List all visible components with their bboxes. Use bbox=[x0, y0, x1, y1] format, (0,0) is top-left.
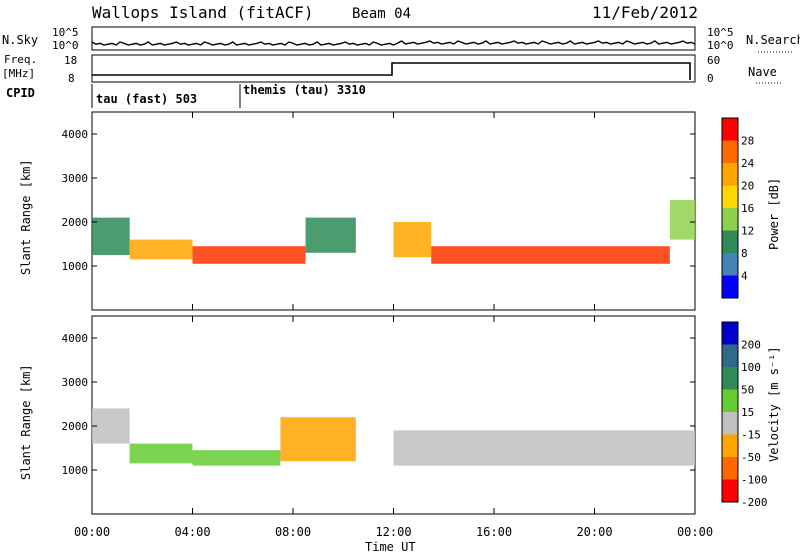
x-tick-label: 08:00 bbox=[275, 525, 311, 539]
colorbar-tick-label: 8 bbox=[741, 247, 748, 260]
velocity-colorbar: 200 100 50 15 -15 -50 -100 -200 bbox=[721, 321, 768, 509]
colorbar-tick-label: 200 bbox=[741, 339, 761, 352]
nave-tick-low: 0 bbox=[707, 72, 714, 85]
nsky-label: N.Sky bbox=[2, 33, 38, 47]
x-tick-label: 16:00 bbox=[476, 525, 512, 539]
echo-band-0 bbox=[92, 408, 130, 444]
echo-band-5 bbox=[431, 246, 670, 264]
colorbar-tick-label: 28 bbox=[741, 135, 754, 148]
colorbar-swatch bbox=[722, 163, 738, 186]
echo-band-0 bbox=[92, 217, 130, 255]
colorbar-swatch bbox=[722, 253, 738, 276]
y-tick-label: 2000 bbox=[62, 216, 89, 229]
beam-title: Beam 04 bbox=[352, 6, 411, 22]
echo-band-6 bbox=[669, 200, 695, 240]
echo-band-1 bbox=[129, 239, 193, 260]
colorbar-swatch bbox=[722, 434, 738, 458]
x-tick-label: 00:00 bbox=[677, 525, 713, 539]
colorbar-tick-label: 12 bbox=[741, 225, 754, 238]
colorbar-tick-label: 20 bbox=[741, 180, 754, 193]
cpid-label-fast: tau (fast) 503 bbox=[96, 92, 197, 106]
colorbar-tick-label: 24 bbox=[741, 157, 755, 170]
colorbar-swatch bbox=[722, 275, 738, 299]
colorbar-swatch bbox=[722, 208, 738, 231]
cpid-label: CPID bbox=[6, 86, 35, 100]
date-title: 11/Feb/2012 bbox=[592, 3, 698, 22]
freq-strip bbox=[91, 54, 696, 83]
nave-tick-high: 60 bbox=[707, 54, 720, 67]
nsky-strip bbox=[91, 26, 696, 51]
colorbar-swatch bbox=[722, 367, 738, 390]
x-tick-label: 20:00 bbox=[576, 525, 612, 539]
time-x-axis: 00:00 04:00 08:00 12:00 16:00 20:00 00:00 bbox=[74, 112, 713, 539]
y-tick-label: 4000 bbox=[62, 332, 89, 345]
site-title: Wallops Island (fitACF) bbox=[92, 3, 314, 22]
colorbar-tick-label: 4 bbox=[741, 270, 748, 283]
cpid-label-themis: themis (tau) 3310 bbox=[243, 83, 366, 97]
x-tick-label: 04:00 bbox=[174, 525, 210, 539]
colorbar-swatch bbox=[722, 479, 738, 503]
x-axis-label: Time UT bbox=[365, 540, 416, 554]
colorbar-swatch bbox=[722, 140, 738, 164]
velocity-panel-frame bbox=[91, 315, 696, 515]
power-colorbar: 28 24 20 16 12 8 4 bbox=[721, 117, 755, 299]
y-tick-label: 3000 bbox=[62, 172, 89, 185]
echo-band-4 bbox=[393, 222, 432, 258]
velocity-data-layer bbox=[92, 408, 695, 466]
freq-tick-high: 18 bbox=[64, 54, 77, 67]
freq-trace bbox=[92, 62, 691, 80]
colorbar-tick-label: 15 bbox=[741, 406, 754, 419]
echo-band-4 bbox=[393, 430, 695, 466]
colorbar-tick-label: 100 bbox=[741, 361, 761, 374]
nsky-tick-low: 10^0 bbox=[52, 39, 79, 52]
freq-tick-low: 8 bbox=[68, 72, 75, 85]
nsky-trace bbox=[91, 40, 696, 46]
x-tick-label: 12:00 bbox=[375, 525, 411, 539]
nsky-tick-high: 10^5 bbox=[52, 26, 79, 39]
y-tick-label: 1000 bbox=[62, 260, 89, 273]
colorbar-tick-label: 16 bbox=[741, 202, 754, 215]
echo-band-2 bbox=[192, 246, 306, 264]
echo-band-3 bbox=[305, 217, 356, 253]
velocity-cbar-label: Velocity [m s⁻¹] bbox=[767, 346, 781, 462]
nsearch-tick-low: 10^0 bbox=[707, 39, 734, 52]
colorbar-swatch bbox=[722, 389, 738, 413]
power-data-layer bbox=[92, 200, 695, 264]
y-tick-label: 4000 bbox=[62, 128, 89, 141]
colorbar-tick-label: 50 bbox=[741, 384, 754, 397]
power-panel-frame bbox=[91, 111, 696, 311]
velocity-y-axis: 1000 2000 3000 4000 bbox=[62, 332, 695, 477]
echo-band-1 bbox=[129, 443, 193, 464]
power-cbar-label: Power [dB] bbox=[767, 178, 781, 250]
colorbar-swatch bbox=[722, 412, 738, 435]
y-tick-label: 3000 bbox=[62, 376, 89, 389]
freq-unit-label: [MHz] bbox=[2, 67, 35, 80]
colorbar-tick-label: -50 bbox=[741, 451, 761, 464]
colorbar-tick-label: -200 bbox=[741, 496, 768, 509]
colorbar-swatch bbox=[722, 344, 738, 368]
colorbar-swatch bbox=[722, 185, 738, 209]
power-y-axis: 1000 2000 3000 4000 bbox=[62, 128, 695, 273]
freq-label: Freq. bbox=[4, 53, 37, 66]
colorbar-swatch bbox=[722, 322, 738, 345]
echo-band-3 bbox=[280, 417, 356, 462]
nave-label: Nave bbox=[748, 65, 777, 79]
y-tick-label: 2000 bbox=[62, 420, 89, 433]
colorbar-tick-label: -100 bbox=[741, 474, 768, 487]
nsearch-tick-high: 10^5 bbox=[707, 26, 734, 39]
velocity-ylabel: Slant Range [km] bbox=[19, 364, 33, 480]
x-tick-label: 00:00 bbox=[74, 525, 110, 539]
nsearch-label: N.Search bbox=[746, 33, 800, 47]
colorbar-frame bbox=[721, 117, 739, 299]
colorbar-swatch bbox=[722, 230, 738, 254]
colorbar-frame bbox=[721, 321, 739, 503]
y-tick-label: 1000 bbox=[62, 464, 89, 477]
colorbar-tick-label: -15 bbox=[741, 429, 761, 442]
colorbar-swatch bbox=[722, 457, 738, 480]
colorbar-swatch bbox=[722, 118, 738, 141]
echo-band-2 bbox=[192, 450, 281, 466]
power-ylabel: Slant Range [km] bbox=[19, 159, 33, 275]
